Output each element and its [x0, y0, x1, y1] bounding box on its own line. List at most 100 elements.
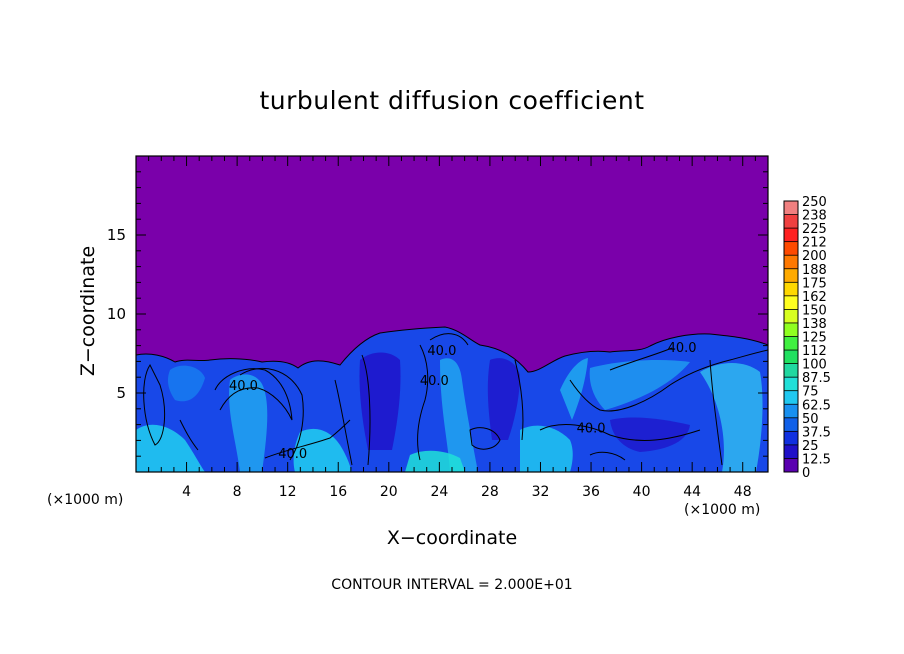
- chart-title: turbulent diffusion coefficient: [259, 86, 645, 115]
- contour-label: 40.0: [229, 379, 258, 394]
- colorbar-label: 150: [802, 303, 827, 318]
- x-tick-label: 40: [633, 484, 651, 500]
- x-tick-label: 32: [532, 484, 550, 500]
- colorbar-label: 50: [802, 412, 819, 427]
- colorbar-label: 238: [802, 209, 827, 224]
- contour-line: [469, 427, 501, 450]
- contour-line: [429, 333, 469, 346]
- colorbar-label: 112: [802, 344, 827, 359]
- contour-line: [264, 419, 351, 459]
- colorbar: 2502382252122001881751621501381251121008…: [783, 195, 831, 481]
- contour-labels: 40.0 40.0 40.0 40.0 40.0 40.0: [229, 341, 697, 462]
- contour-line: [589, 451, 626, 461]
- contour-label: 40.0: [278, 447, 307, 462]
- colorbar-swatch: [784, 350, 798, 364]
- field-region-plume: [293, 428, 352, 472]
- contour-label: 40.0: [427, 344, 456, 359]
- colorbar-label: 175: [802, 276, 827, 291]
- colorbar-swatch: [784, 228, 798, 242]
- colorbar-label: 25: [802, 439, 819, 454]
- colorbar-swatch: [784, 336, 798, 351]
- x-axis-unit-right: (×1000 m): [684, 502, 761, 518]
- x-tick-label: 24: [430, 484, 448, 500]
- x-tick-label: 12: [279, 484, 297, 500]
- field-region-plume: [405, 450, 465, 472]
- colorbar-label: 188: [802, 263, 827, 278]
- field-region-plume: [229, 374, 268, 472]
- colorbar-label: 62.5: [802, 398, 831, 413]
- colorbar-swatch: [784, 390, 798, 405]
- contour-interval-note: CONTOUR INTERVAL = 2.000E+01: [331, 577, 573, 593]
- colorbar-label: 37.5: [802, 425, 831, 440]
- contour-label: 40.0: [577, 422, 606, 437]
- colorbar-label: 125: [802, 331, 827, 346]
- colorbar-label: 12.5: [802, 452, 831, 467]
- x-axis-label: X−coordinate: [386, 527, 518, 549]
- contour-line: [539, 424, 701, 441]
- colorbar-swatch: [784, 268, 798, 283]
- contour-label: 40.0: [668, 341, 697, 356]
- colorbar-swatch: [784, 458, 798, 473]
- field-region-core: [610, 417, 690, 452]
- contour-line: [334, 379, 353, 466]
- colorbar-swatch: [784, 444, 798, 459]
- contour-line: [179, 419, 199, 451]
- colorbar-label: 250: [802, 195, 827, 210]
- colorbar-label: 75: [802, 385, 819, 400]
- colorbar-swatch: [784, 214, 798, 229]
- contour-line: [569, 349, 768, 412]
- colorbar-swatch: [784, 322, 798, 337]
- contour-label: 40.0: [420, 374, 449, 389]
- field-region-plume: [520, 425, 573, 472]
- colorbar-label: 225: [802, 222, 827, 237]
- colorbar-swatch: [784, 417, 798, 432]
- x-tick-label: 36: [582, 484, 600, 500]
- contour-lines: [143, 333, 768, 466]
- contour-line: [239, 367, 304, 461]
- contour-line: [214, 368, 293, 421]
- contour-line: [709, 359, 723, 466]
- colorbar-label: 212: [802, 236, 827, 251]
- field-region-plume: [700, 363, 763, 472]
- colorbar-swatch: [784, 255, 798, 270]
- contour-line: [609, 347, 673, 371]
- colorbar-swatch: [784, 201, 798, 215]
- field-region-core: [487, 358, 520, 440]
- contour-line: [361, 354, 371, 466]
- colorbar-label: 100: [802, 358, 827, 373]
- x-axis-unit-left: (×1000 m): [47, 492, 124, 508]
- colorbar-swatch: [784, 282, 798, 297]
- field-region-plume: [136, 424, 205, 472]
- x-tick-label: 4: [182, 484, 191, 500]
- y-tick-label: 5: [116, 384, 126, 402]
- colorbar-label: 162: [802, 290, 827, 305]
- colorbar-label: 0: [802, 466, 810, 481]
- x-tick-label: 8: [233, 484, 242, 500]
- colorbar-swatch: [784, 309, 798, 324]
- y-tick-label: 15: [107, 226, 126, 244]
- colorbar-swatch: [784, 404, 798, 419]
- contour-line: [143, 364, 165, 446]
- colorbar-swatch: [784, 431, 798, 446]
- field-region-plume: [560, 358, 588, 420]
- contour-line: [514, 359, 524, 441]
- colorbar-swatch: [784, 377, 798, 391]
- x-tick-label: 16: [329, 484, 347, 500]
- colorbar-swatch: [784, 363, 798, 378]
- field-region-plume: [589, 360, 690, 410]
- y-axis-ticks: 5 10 15: [107, 171, 768, 457]
- colorbar-label: 138: [802, 317, 827, 332]
- turbulence-field: [136, 326, 768, 472]
- x-tick-label: 28: [481, 484, 499, 500]
- colorbar-label: 200: [802, 249, 827, 264]
- x-axis-ticks: 4 8 12 16 20 24 28 32 36 40 44 48: [148, 156, 756, 500]
- colorbar-swatch: [784, 295, 798, 310]
- x-tick-label: 44: [683, 484, 701, 500]
- x-tick-label: 20: [380, 484, 398, 500]
- field-region-plume: [167, 365, 205, 402]
- y-tick-label: 10: [107, 305, 126, 323]
- colorbar-label: 87.5: [802, 371, 831, 386]
- contour-line: [417, 344, 429, 461]
- x-tick-label: 48: [734, 484, 752, 500]
